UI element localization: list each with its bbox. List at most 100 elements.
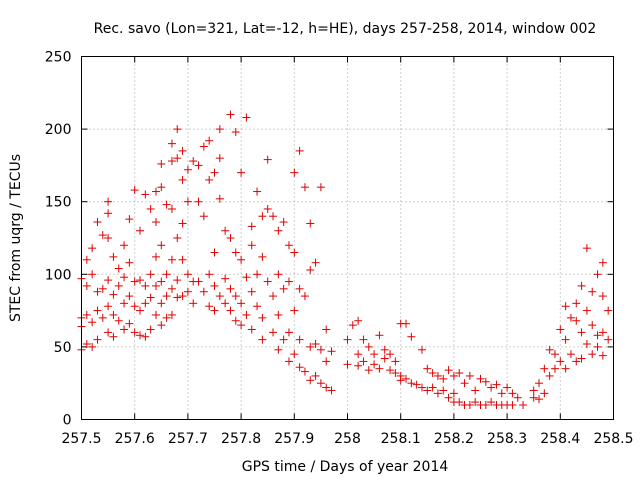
data-point: [114, 264, 123, 273]
data-point: [391, 369, 400, 378]
data-point: [343, 360, 352, 369]
data-point: [364, 342, 373, 351]
data-point: [449, 389, 458, 398]
data-point: [141, 281, 150, 290]
data-point: [162, 270, 171, 279]
data-point: [327, 386, 336, 395]
data-point: [263, 277, 272, 286]
data-point: [173, 276, 182, 285]
data-point: [540, 389, 549, 398]
data-point: [343, 335, 352, 344]
data-point: [226, 234, 235, 242]
data-point: [242, 113, 251, 122]
data-point: [465, 400, 474, 409]
data-point: [295, 146, 304, 155]
data-point: [215, 154, 224, 163]
data-point: [178, 292, 187, 301]
x-tick-label: 257.7: [168, 431, 208, 447]
data-point: [93, 218, 102, 227]
data-point: [231, 316, 240, 325]
data-point: [316, 183, 325, 192]
data-point: [545, 371, 554, 380]
data-point: [88, 318, 97, 327]
data-point: [167, 139, 176, 148]
data-point: [428, 369, 437, 378]
data-point: [300, 367, 309, 376]
x-tick-label: 257.9: [274, 431, 314, 447]
data-point: [146, 270, 155, 279]
data-point: [231, 128, 240, 137]
data-point: [386, 366, 395, 375]
data-point: [205, 175, 214, 184]
x-axis-ticks: 257.5 257.6 257.7 257.8 257.9 258 258.1 258.2 25…: [61, 56, 634, 447]
data-point: [598, 292, 607, 301]
data-point: [487, 398, 496, 407]
data-point: [572, 357, 581, 366]
y-tick-label: 50: [54, 340, 72, 356]
data-point: [481, 400, 490, 409]
x-tick-label: 258.5: [593, 431, 633, 447]
data-point: [130, 277, 139, 286]
data-point: [306, 219, 315, 228]
data-point: [130, 302, 139, 311]
data-point: [167, 284, 176, 293]
data-point: [269, 212, 278, 221]
data-point: [306, 342, 315, 351]
data-point: [258, 335, 267, 344]
data-point: [231, 248, 240, 257]
data-point: [104, 197, 113, 206]
x-axis-label: GPS time / Days of year 2014: [242, 459, 449, 475]
data-point: [247, 222, 256, 231]
data-point: [295, 335, 304, 344]
data-point: [604, 306, 613, 315]
data-point: [471, 386, 480, 395]
data-point: [120, 325, 129, 334]
data-point: [93, 335, 102, 344]
data-point: [109, 290, 118, 299]
data-point: [300, 183, 309, 192]
plot-frame: [81, 56, 614, 420]
data-point: [311, 258, 320, 267]
data-point: [598, 328, 607, 337]
data-point: [279, 335, 288, 344]
data-point: [433, 389, 442, 398]
data-point: [98, 313, 107, 322]
data-point: [566, 350, 575, 359]
data-point: [253, 302, 262, 311]
data-point: [183, 165, 192, 174]
data-point: [306, 265, 315, 274]
data-point: [167, 310, 176, 319]
data-point: [588, 350, 597, 359]
chart-title: Rec. savo (Lon=321, Lat=-12, h=HE), days…: [94, 21, 597, 37]
data-point: [545, 345, 554, 354]
data-point: [93, 306, 102, 315]
data-point: [104, 209, 113, 218]
data-point: [423, 364, 432, 373]
data-point: [572, 316, 581, 325]
data-point: [167, 204, 176, 213]
data-point: [178, 255, 187, 264]
data-point: [407, 332, 416, 341]
data-point: [290, 248, 299, 257]
data-point: [237, 299, 246, 308]
data-point: [391, 357, 400, 366]
data-point: [593, 270, 602, 279]
data-point: [146, 293, 155, 302]
data-point: [375, 331, 384, 340]
data-point: [258, 313, 267, 322]
data-point: [407, 379, 416, 388]
data-point: [375, 364, 384, 373]
data-point: [561, 302, 570, 311]
data-point: [210, 281, 219, 290]
data-point: [104, 234, 113, 242]
data-point: [561, 335, 570, 344]
data-point: [199, 212, 208, 221]
data-point: [598, 258, 607, 267]
data-point: [428, 383, 437, 392]
data-point: [247, 241, 256, 250]
data-point: [253, 270, 262, 279]
data-point: [173, 234, 182, 242]
data-point: [162, 200, 171, 209]
data-point: [247, 287, 256, 296]
data-point: [221, 299, 230, 308]
